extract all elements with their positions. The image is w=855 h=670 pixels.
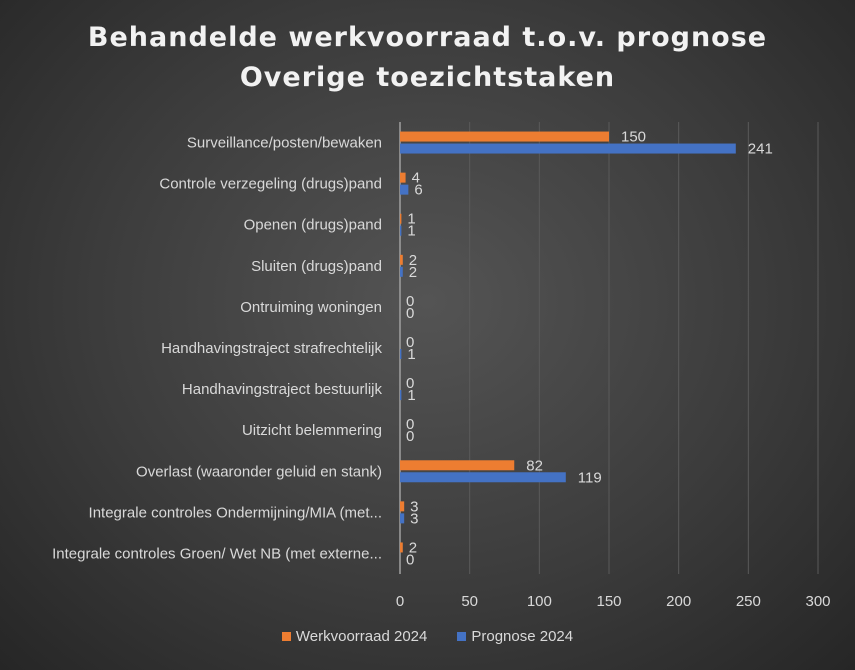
legend-label: Prognose 2024 <box>471 628 574 645</box>
bar-werkvoorraad[interactable] <box>400 542 403 553</box>
category-label: Handhavingstraject strafrechtelijk <box>161 340 382 357</box>
data-label: 0 <box>406 551 414 568</box>
bar-prognose[interactable] <box>400 225 402 236</box>
bar-prognose[interactable] <box>400 472 566 483</box>
category-label: Ontruiming woningen <box>240 299 382 316</box>
data-label: 2 <box>409 539 417 556</box>
category-label: Controle verzegeling (drugs)pand <box>159 176 382 193</box>
legend-swatch <box>281 632 291 641</box>
data-label: 0 <box>406 305 414 322</box>
data-label: 150 <box>621 129 646 146</box>
data-label: 2 <box>409 264 417 281</box>
bar-prognose[interactable] <box>400 349 402 359</box>
category-label: Handhavingstraject bestuurlijk <box>182 381 383 398</box>
x-tick-label: 300 <box>805 593 830 610</box>
data-label: 1 <box>407 346 415 363</box>
data-label: 1 <box>407 387 415 404</box>
data-label: 0 <box>406 334 414 351</box>
bar-werkvoorraad[interactable] <box>400 131 609 142</box>
bar-prognose[interactable] <box>400 266 403 277</box>
bar-werkvoorraad[interactable] <box>400 172 406 183</box>
category-label: Openen (drugs)pand <box>244 217 382 234</box>
legend-label: Werkvoorraad 2024 <box>295 628 428 645</box>
data-label: 1 <box>407 223 415 240</box>
data-label: 3 <box>410 498 418 515</box>
title-line-1: Behandelde werkvoorraad t.o.v. prognose <box>87 22 768 53</box>
category-label: Surveillance/posten/bewaken <box>187 135 382 152</box>
bar-prognose[interactable] <box>400 513 405 524</box>
bar-prognose[interactable] <box>400 143 736 154</box>
bar-werkvoorraad[interactable] <box>400 501 405 512</box>
bar-werkvoorraad[interactable] <box>400 213 402 224</box>
data-label: 1 <box>407 211 415 228</box>
data-label: 119 <box>578 469 602 486</box>
category-label: Uitzicht belemmering <box>242 422 382 439</box>
data-label: 82 <box>526 457 543 474</box>
category-label: Integrale controles Ondermijning/MIA (me… <box>89 504 382 521</box>
x-tick-label: 100 <box>527 593 552 610</box>
data-label: 241 <box>748 141 773 158</box>
chart-title: Behandelde werkvoorraad t.o.v. prognose O… <box>0 18 855 98</box>
category-label: Overlast (waaronder geluid en stank) <box>136 463 382 480</box>
data-label: 2 <box>409 252 417 269</box>
x-tick-label: 250 <box>736 593 761 610</box>
category-label: Integrale controles Groen/ Wet NB (met e… <box>52 545 382 562</box>
x-tick-label: 200 <box>666 593 691 610</box>
category-label: Sluiten (drugs)pand <box>251 258 382 275</box>
legend: Werkvoorraad 2024 Prognose 2024 <box>0 628 855 645</box>
data-label: 6 <box>414 182 422 199</box>
data-label: 0 <box>406 293 414 310</box>
legend-item-werkvoorraad[interactable]: Werkvoorraad 2024 <box>281 628 428 645</box>
bar-prognose[interactable] <box>400 390 402 401</box>
data-label: 0 <box>406 416 414 433</box>
x-tick-label: 0 <box>396 593 404 610</box>
bar-werkvoorraad[interactable] <box>400 254 403 265</box>
legend-item-prognose[interactable]: Prognose 2024 <box>457 628 573 645</box>
data-label: 0 <box>406 375 414 392</box>
bar-prognose[interactable] <box>400 184 409 195</box>
legend-swatch <box>457 632 467 641</box>
data-label: 0 <box>406 428 414 445</box>
data-label: 4 <box>412 170 420 187</box>
data-label: 3 <box>410 510 418 527</box>
x-tick-label: 150 <box>596 593 621 610</box>
x-tick-label: 50 <box>461 593 478 610</box>
title-line-2: Overige toezichtstaken <box>239 62 616 93</box>
bar-werkvoorraad[interactable] <box>400 460 515 471</box>
